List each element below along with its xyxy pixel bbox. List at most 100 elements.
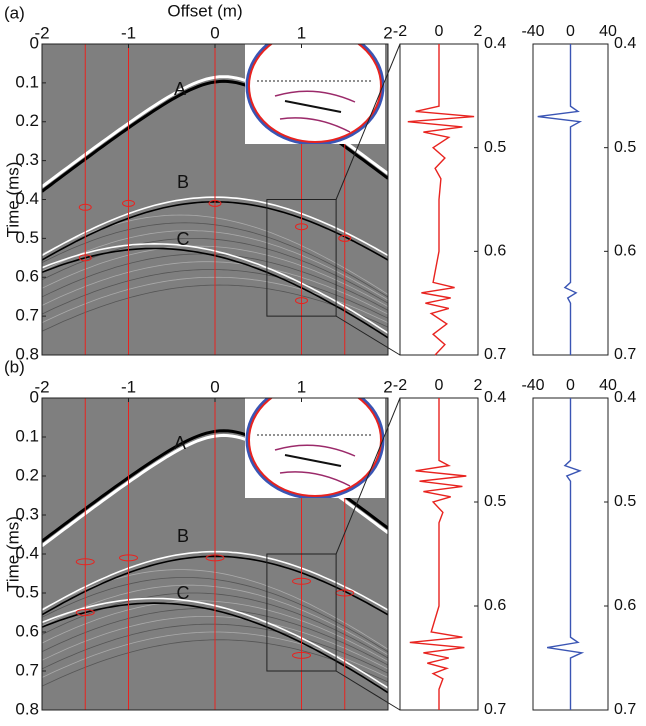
zoom-box [266, 553, 337, 672]
time-tick-label: 0.5 [614, 493, 636, 510]
y-axis-label: Time (ms) [3, 162, 22, 238]
y-tick-label: 0 [30, 33, 39, 52]
trace [409, 398, 467, 710]
time-tick-label: 0.4 [484, 389, 506, 406]
amplitude-tick-label: -2 [393, 23, 407, 40]
zoom-connector [335, 397, 401, 555]
zoom-connector [335, 315, 401, 356]
time-tick-label: 0.6 [484, 243, 506, 260]
inset-circle [248, 398, 382, 497]
inset-arc [279, 471, 351, 487]
x-tick-label: -1 [121, 23, 136, 42]
y-tick-label: 0.3 [15, 150, 39, 169]
time-tick-label: 0.6 [614, 243, 636, 260]
x-tick-label: 0 [210, 377, 219, 396]
inset-circle [248, 44, 382, 143]
y-tick-label: 0.7 [15, 306, 39, 325]
event-marker [75, 609, 95, 616]
amplitude-tick-label: -40 [521, 377, 544, 394]
x-tick-label: -1 [121, 377, 136, 396]
y-tick-label: 0.5 [15, 582, 39, 601]
y-tick-label: 0.8 [15, 344, 39, 363]
event-label: A [174, 433, 186, 453]
time-tick-label: 0.5 [614, 139, 636, 156]
inset-line [284, 454, 342, 467]
x-tick-label: 2 [383, 377, 392, 396]
time-tick-label: 0.6 [484, 597, 506, 614]
amplitude-tick-label: 0 [566, 23, 575, 40]
event-label: C [177, 583, 190, 603]
time-tick-label: 0.7 [614, 346, 636, 363]
event-marker [292, 577, 311, 585]
x-tick-label: 1 [297, 377, 306, 396]
y-tick-label: 0.1 [15, 426, 39, 445]
y-tick-label: 0.1 [15, 72, 39, 91]
event-marker [338, 234, 352, 242]
event-marker [75, 558, 95, 566]
event-label: C [177, 229, 190, 249]
y-tick-label: 0 [30, 387, 39, 406]
amplitude-tick-label: 2 [474, 23, 483, 40]
x-tick-label: 0 [210, 23, 219, 42]
amplitude-tick-label: 40 [599, 377, 617, 394]
zoom-connector [335, 43, 401, 200]
inset [245, 398, 385, 498]
y-tick-label: 0.2 [15, 465, 39, 484]
amplitude-tick-label: 40 [599, 23, 617, 40]
event-marker [295, 223, 308, 231]
inset-arc [279, 117, 351, 133]
event-marker [205, 554, 225, 562]
y-axis-label: Time (ms) [3, 516, 22, 592]
x-tick-label: 2 [383, 23, 392, 42]
x-tick-label: -2 [34, 23, 49, 42]
event-marker [295, 297, 308, 305]
event-marker [119, 554, 138, 562]
y-tick-label: 0.8 [15, 699, 39, 718]
panel-label: (b) [4, 357, 25, 376]
event-label: A [174, 79, 186, 99]
event-marker [292, 651, 311, 659]
amplitude-tick-label: -40 [521, 23, 544, 40]
time-tick-label: 0.4 [614, 389, 636, 406]
time-tick-label: 0.7 [484, 701, 506, 718]
y-tick-label: 0.7 [15, 660, 39, 679]
time-tick-label: 0.5 [484, 493, 506, 510]
x-tick-label: 1 [297, 23, 306, 42]
y-tick-label: 0.3 [15, 504, 39, 523]
inset-arc [274, 444, 356, 457]
event-label: B [177, 172, 189, 192]
time-tick-label: 0.4 [484, 35, 506, 52]
trace [546, 398, 585, 710]
y-tick-label: 0.6 [15, 267, 39, 286]
amplitude-tick-label: 2 [474, 377, 483, 394]
time-tick-label: 0.6 [614, 597, 636, 614]
event-marker [208, 199, 222, 207]
event-marker [78, 254, 92, 262]
trace [407, 44, 475, 356]
x-axis-label: Offset (m) [167, 1, 242, 20]
y-tick-label: 0.5 [15, 228, 39, 247]
y-tick-label: 0.2 [15, 111, 39, 130]
time-tick-label: 0.7 [614, 701, 636, 718]
time-tick-label: 0.5 [484, 139, 506, 156]
event-label: B [177, 526, 189, 546]
y-tick-label: 0.4 [15, 189, 39, 208]
time-tick-label: 0.7 [484, 346, 506, 363]
panel-label: (a) [4, 3, 25, 22]
inset [245, 44, 385, 144]
event-marker [122, 199, 135, 207]
event-marker [78, 203, 92, 211]
amplitude-tick-label: 0 [435, 377, 444, 394]
x-tick-label: -2 [34, 377, 49, 396]
zoom-box [266, 199, 337, 317]
inset-line [284, 100, 342, 113]
y-tick-label: 0.6 [15, 621, 39, 640]
amplitude-tick-label: -2 [393, 377, 407, 394]
y-tick-label: 0.4 [15, 543, 39, 562]
trace [537, 44, 583, 355]
time-tick-label: 0.4 [614, 35, 636, 52]
zoom-connector [335, 670, 401, 711]
amplitude-tick-label: 0 [435, 23, 444, 40]
amplitude-tick-label: 0 [566, 377, 575, 394]
